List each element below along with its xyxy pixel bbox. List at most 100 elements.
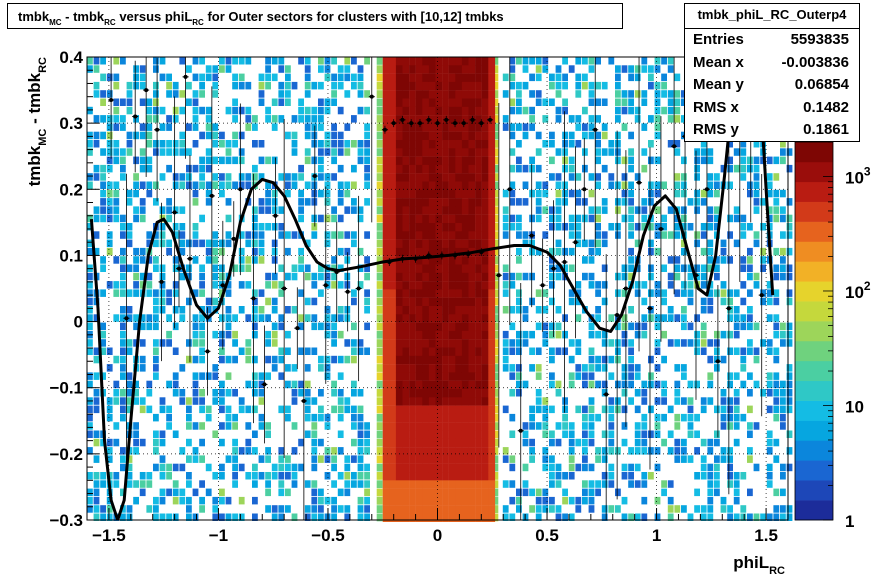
heatmap-cell (172, 181, 179, 189)
heatmap-cell (87, 306, 93, 314)
heatmap-cell (331, 339, 337, 347)
heatmap-cell (258, 397, 265, 405)
heatmap-cell (113, 389, 120, 397)
heatmap-cell (621, 314, 628, 322)
heatmap-cell (337, 81, 344, 90)
band-cell (382, 330, 390, 340)
heatmap-cell (542, 455, 549, 463)
heatmap-cell (700, 189, 707, 198)
heatmap-cell (522, 198, 529, 206)
heatmap-cell (258, 472, 265, 480)
heatmap-cell (621, 513, 628, 521)
band-cell (481, 106, 489, 116)
heatmap-cell (298, 198, 304, 206)
heatmap-cell (252, 173, 258, 181)
heatmap-cell (120, 115, 126, 123)
band-cell (455, 355, 463, 365)
band-cell (468, 73, 476, 83)
heatmap-cell (133, 131, 139, 140)
heatmap-cell (318, 322, 324, 331)
band-cell (435, 106, 443, 116)
heatmap-cell (509, 198, 516, 206)
band-cell (475, 214, 482, 224)
heatmap-cell (100, 173, 106, 181)
heatmap-cell (509, 306, 516, 314)
heatmap-cell (265, 488, 271, 497)
heatmap-cell (766, 438, 773, 447)
heatmap-cell (376, 140, 383, 148)
heatmap-cell (199, 131, 205, 140)
band-cell (395, 480, 403, 489)
heatmap-cell (555, 115, 562, 123)
heatmap-cell (331, 90, 337, 98)
heatmap-cell (376, 314, 383, 323)
band-cell (402, 405, 410, 415)
band-cell (442, 372, 449, 381)
heatmap-cell (113, 355, 120, 364)
heatmap-cell (621, 156, 628, 165)
heatmap-cell (615, 505, 621, 513)
heatmap-cell (601, 231, 608, 239)
x-tick-label: 0.5 (535, 526, 559, 545)
band-cell (395, 505, 403, 514)
band-cell (389, 339, 397, 348)
band-cell (481, 364, 489, 373)
heatmap-cell (694, 198, 700, 206)
heatmap-cell (654, 496, 661, 505)
heatmap-cell (747, 223, 753, 231)
heatmap-cell (318, 513, 324, 521)
heatmap-cell (628, 164, 634, 173)
heatmap-cell (667, 90, 674, 98)
heatmap-cell (192, 389, 199, 397)
heatmap-cell (225, 314, 232, 322)
x-tick-label: −0.5 (311, 526, 345, 545)
heatmap-cell (621, 264, 628, 272)
band-cell (395, 472, 403, 481)
heatmap-cell (773, 413, 780, 422)
heatmap-cell (674, 264, 681, 272)
heatmap-cell (93, 488, 100, 497)
band-cell (468, 272, 476, 282)
heatmap-cell (595, 314, 601, 322)
heatmap-cell (106, 413, 113, 422)
heatmap-cell (492, 264, 499, 273)
band-cell (409, 314, 416, 323)
heatmap-cell (555, 206, 562, 214)
heatmap-cell (311, 123, 318, 131)
heatmap-cell (232, 438, 238, 447)
heatmap-cell (707, 397, 714, 405)
heatmap-cell (509, 123, 516, 131)
band-cell (468, 289, 476, 298)
heatmap-cell (694, 156, 700, 165)
heatmap-cell (582, 239, 588, 248)
heatmap-cell (740, 472, 747, 480)
heatmap-cell (492, 156, 499, 165)
band-cell (442, 438, 449, 448)
heatmap-cell (555, 214, 562, 223)
heatmap-cell (535, 389, 542, 397)
heatmap-cell (271, 505, 278, 513)
band-cell (382, 239, 390, 249)
heatmap-cell (502, 405, 509, 414)
heatmap-cell (760, 513, 766, 521)
band-cell (402, 131, 410, 141)
heatmap-cell (555, 272, 562, 281)
heatmap-cell (733, 496, 740, 505)
band-cell (409, 206, 416, 215)
heatmap-cell (522, 488, 529, 497)
heatmap-cell (351, 380, 357, 389)
band-cell (415, 496, 423, 506)
heatmap-cell (351, 480, 357, 488)
heatmap-cell (654, 131, 661, 140)
heatmap-cell (492, 272, 499, 281)
band-cell (481, 264, 489, 273)
heatmap-cell (492, 173, 499, 181)
heatmap-cell (324, 355, 331, 364)
heatmap-cell (113, 438, 120, 447)
heatmap-cell (304, 513, 311, 521)
heatmap-cell (166, 297, 172, 306)
heatmap-cell (694, 488, 700, 497)
heatmap-cell (291, 422, 298, 430)
heatmap-cell (568, 297, 575, 306)
heatmap-cell (337, 189, 344, 198)
